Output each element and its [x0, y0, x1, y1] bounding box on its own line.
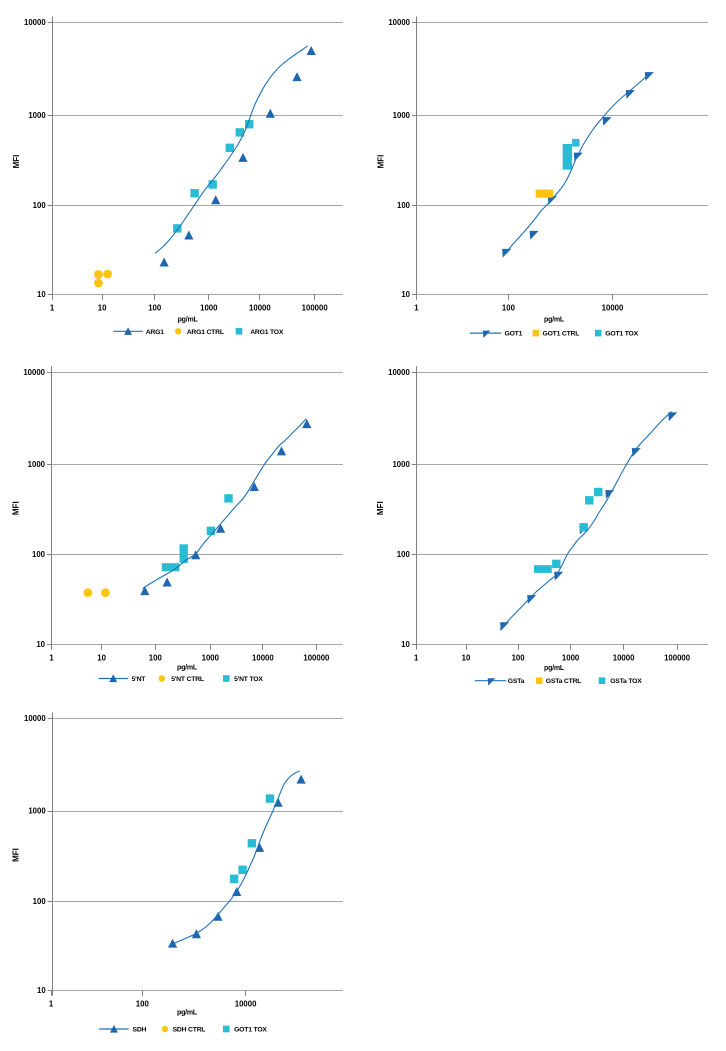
- svg-text:1000: 1000: [200, 304, 218, 313]
- svg-text:10: 10: [36, 640, 45, 649]
- svg-text:100: 100: [148, 304, 162, 313]
- svg-text:ARG1 CTRL: ARG1 CTRL: [187, 329, 224, 336]
- svg-text:5'NT CTRL: 5'NT CTRL: [171, 676, 204, 683]
- svg-text:10: 10: [37, 986, 46, 995]
- svg-text:10: 10: [37, 290, 46, 299]
- svg-text:100: 100: [33, 897, 47, 906]
- svg-text:10000: 10000: [24, 18, 46, 27]
- svg-text:SDH CTRL: SDH CTRL: [173, 1027, 206, 1034]
- svg-text:MFI: MFI: [376, 155, 385, 169]
- svg-text:pg/mL: pg/mL: [177, 1010, 198, 1017]
- svg-text:1000: 1000: [562, 654, 580, 663]
- svg-text:pg/mL: pg/mL: [177, 665, 198, 672]
- svg-text:10: 10: [97, 654, 106, 663]
- svg-text:GSTa CTRL: GSTa CTRL: [546, 678, 582, 685]
- svg-text:MFI: MFI: [12, 501, 21, 515]
- svg-text:10000: 10000: [602, 304, 624, 313]
- svg-text:10000: 10000: [249, 304, 271, 313]
- svg-text:MFI: MFI: [12, 848, 21, 862]
- svg-text:ARG1: ARG1: [146, 329, 165, 336]
- svg-text:5'NT TOX: 5'NT TOX: [234, 676, 263, 683]
- svg-text:100: 100: [397, 201, 411, 210]
- svg-text:1000: 1000: [202, 654, 220, 663]
- svg-text:100: 100: [136, 1000, 150, 1009]
- svg-text:GSTa: GSTa: [508, 678, 525, 685]
- svg-text:10000: 10000: [235, 1000, 257, 1009]
- svg-text:100000: 100000: [302, 304, 329, 313]
- svg-text:100000: 100000: [303, 654, 330, 663]
- svg-text:GOT1 TOX: GOT1 TOX: [234, 1027, 267, 1034]
- svg-text:1000: 1000: [28, 111, 46, 120]
- svg-text:100: 100: [33, 201, 47, 210]
- svg-text:GSTa TOX: GSTa TOX: [610, 678, 642, 685]
- svg-text:10000: 10000: [613, 654, 635, 663]
- svg-text:MFI: MFI: [376, 501, 385, 515]
- svg-text:10000: 10000: [24, 714, 46, 723]
- svg-text:10: 10: [462, 654, 471, 663]
- svg-text:100: 100: [32, 550, 46, 559]
- svg-text:1000: 1000: [393, 111, 411, 120]
- svg-text:pg/mL: pg/mL: [544, 317, 565, 324]
- svg-text:10000: 10000: [388, 18, 410, 27]
- svg-text:10000: 10000: [388, 368, 410, 377]
- svg-text:1000: 1000: [392, 460, 410, 469]
- svg-text:pg/mL: pg/mL: [178, 316, 199, 323]
- svg-text:100: 100: [502, 304, 516, 313]
- svg-text:1000: 1000: [28, 807, 46, 816]
- svg-text:10: 10: [401, 290, 410, 299]
- svg-text:GOT1 CTRL: GOT1 CTRL: [543, 331, 580, 338]
- svg-text:1: 1: [414, 304, 419, 313]
- svg-text:1: 1: [49, 654, 54, 663]
- svg-text:100: 100: [397, 550, 411, 559]
- svg-text:10: 10: [98, 304, 107, 313]
- svg-text:SDH: SDH: [133, 1027, 147, 1034]
- svg-text:1000: 1000: [28, 460, 46, 469]
- svg-text:1: 1: [50, 304, 55, 313]
- svg-text:100: 100: [149, 654, 163, 663]
- svg-text:10000: 10000: [23, 368, 45, 377]
- svg-text:ARG1 TOX: ARG1 TOX: [250, 329, 284, 336]
- svg-text:10000: 10000: [252, 654, 274, 663]
- svg-text:1: 1: [49, 1000, 54, 1009]
- svg-text:100: 100: [512, 654, 526, 663]
- svg-text:5'NT: 5'NT: [132, 676, 147, 683]
- svg-text:GOT1: GOT1: [505, 331, 523, 338]
- svg-text:MFI: MFI: [12, 155, 21, 169]
- svg-text:GOT1 TOX: GOT1 TOX: [605, 331, 638, 338]
- svg-text:10: 10: [401, 640, 410, 649]
- svg-text:1: 1: [414, 654, 419, 663]
- svg-text:pg/mL: pg/mL: [544, 665, 565, 672]
- svg-text:100000: 100000: [664, 654, 691, 663]
